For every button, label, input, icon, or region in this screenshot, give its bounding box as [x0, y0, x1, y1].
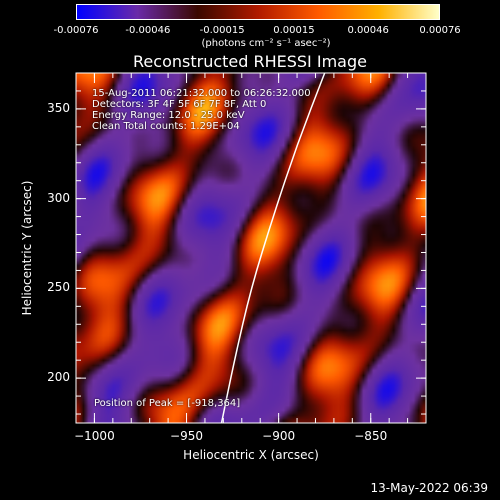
solar-limb-curve	[220, 72, 326, 424]
plot-area: 15-Aug-2011 06:21:32.000 to 06:26:32.000…	[75, 72, 427, 424]
chart-title: Reconstructed RHESSI Image	[133, 52, 367, 71]
colorbar-tick-label: 0.00076	[419, 25, 461, 36]
colorbar-tick-label: -0.00046	[125, 25, 171, 36]
x-tick-label: −1000	[74, 429, 115, 443]
annotation-detectors: Detectors: 3F 4F 5F 6F 7F 8F, Att 0	[92, 99, 267, 110]
y-axis-label: Heliocentric Y (arcsec)	[20, 180, 34, 316]
x-tick-label: −900	[262, 429, 296, 443]
y-tick-label: 200	[47, 370, 70, 385]
y-tick-label: 250	[47, 280, 70, 295]
annotation-clean-counts: Clean Total counts: 1.29E+04	[92, 121, 240, 132]
plot-frame	[75, 72, 427, 424]
annotation-time-range: 15-Aug-2011 06:21:32.000 to 06:26:32.000	[92, 88, 311, 99]
colorbar-tick-label: -0.00015	[199, 25, 245, 36]
x-tick-label: −850	[354, 429, 388, 443]
colorbar-tick-label: -0.00076	[53, 25, 99, 36]
x-axis-label: Heliocentric X (arcsec)	[183, 448, 319, 462]
colorbar-tick-label: 0.00015	[273, 25, 315, 36]
axis-tick-marks	[75, 72, 427, 423]
x-tick-label: −950	[170, 429, 203, 443]
y-tick-label: 300	[47, 190, 70, 205]
colorbar	[76, 4, 440, 20]
colorbar-units: (photons cm⁻² s⁻¹ asec⁻²)	[201, 38, 331, 49]
annotation-energy-range: Energy Range: 12.0 - 25.0 keV	[92, 110, 245, 121]
y-tick-label: 350	[47, 100, 70, 115]
footer-timestamp: 13-May-2022 06:39	[370, 481, 488, 495]
annotation-peak-position: Position of Peak = [-918,364]	[94, 398, 241, 409]
plot-overlay	[75, 72, 427, 424]
heatmap-image	[76, 73, 426, 423]
colorbar-tick-label: 0.00046	[347, 25, 389, 36]
